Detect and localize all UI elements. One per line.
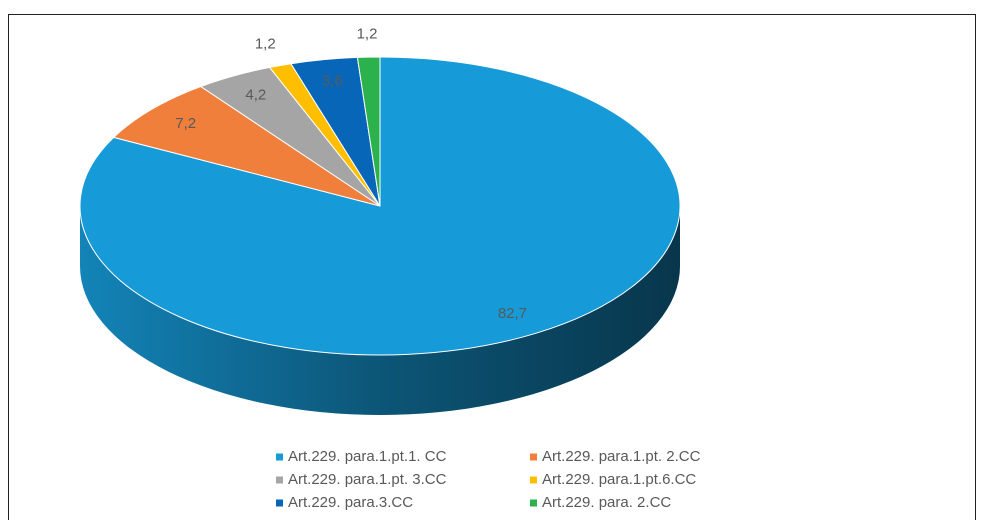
legend-label: Art.229. para. 2.CC	[542, 494, 671, 511]
legend-label: Art.229. para.1.pt.6.CC	[542, 471, 696, 488]
slice	[356, 56, 381, 207]
legend-label: Art.229. para.1.pt.1. CC	[288, 448, 447, 465]
data-label: 3,6	[322, 73, 343, 90]
legend-label: Art.229. para.1.pt. 2.CC	[542, 448, 701, 465]
legend-label: Art.229. para.1.pt. 3.CC	[288, 471, 447, 488]
legend-marker	[530, 476, 537, 484]
slice	[112, 85, 381, 207]
legend-marker	[276, 476, 283, 484]
legend-label: Art.229. para.3.CC	[288, 494, 413, 511]
legend-marker	[276, 453, 283, 461]
data-label: 7,2	[175, 115, 196, 132]
legend-marker	[530, 499, 537, 507]
slice-side-shade	[80, 206, 680, 415]
data-label: 4,2	[245, 86, 266, 103]
legend-marker	[530, 453, 537, 461]
data-label: 82,7	[498, 305, 527, 322]
data-label: 1,2	[357, 26, 378, 43]
legend-marker	[276, 499, 283, 507]
slice	[79, 56, 681, 356]
chart-frame	[8, 14, 976, 520]
data-label: 1,2	[255, 35, 276, 52]
